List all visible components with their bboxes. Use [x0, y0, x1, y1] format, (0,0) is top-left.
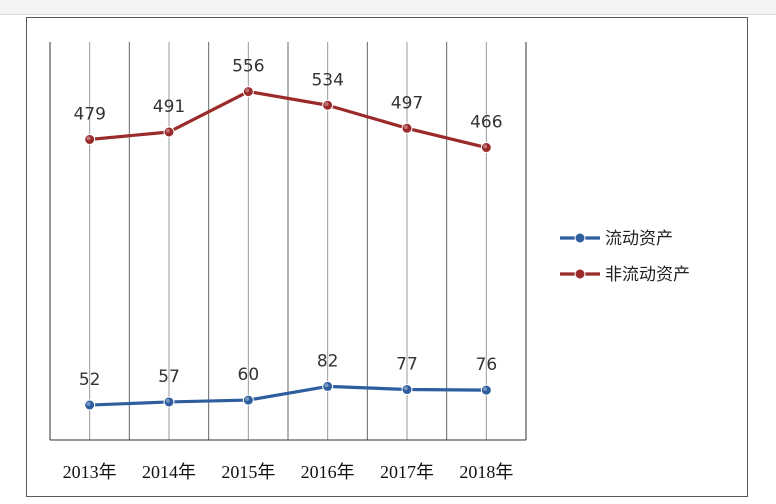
data-point [322, 380, 334, 392]
data-label: 82 [317, 351, 339, 371]
data-label: 491 [153, 97, 185, 117]
data-label: 479 [73, 104, 105, 124]
legend-label: 非流动资产 [605, 265, 690, 285]
data-point-highlight [245, 88, 250, 93]
series-line-1 [89, 89, 487, 150]
data-point [480, 142, 492, 154]
legend-marker [574, 232, 586, 244]
data-point-highlight [483, 386, 488, 391]
x-tick-label: 2016年 [301, 462, 355, 482]
data-label: 556 [232, 57, 264, 77]
x-tick-label: 2014年 [142, 462, 196, 482]
x-tick-labels: 2013年 2014年 2015年 2016年 2017年 2018年 [63, 462, 514, 482]
data-point-highlight [324, 383, 329, 388]
data-label: 534 [311, 70, 343, 90]
data-label: 497 [391, 93, 423, 113]
data-point-highlight [165, 128, 170, 133]
data-point [163, 396, 175, 408]
data-point [163, 126, 175, 138]
data-label: 60 [238, 365, 260, 385]
data-label: 466 [470, 113, 502, 133]
data-point-highlight [165, 398, 170, 403]
data-point [401, 122, 413, 134]
data-label: 52 [79, 370, 101, 390]
data-point-highlight [245, 396, 250, 401]
data-point-highlight [86, 136, 91, 141]
legend-marker [574, 268, 586, 280]
series-layer: 52 57 60 82 77 76 479 491 556 534 497 466 [73, 57, 503, 411]
x-tick-label: 2018年 [459, 462, 513, 482]
data-point [84, 399, 96, 411]
data-point-highlight [483, 144, 488, 149]
chart-frame [26, 17, 748, 497]
data-point [242, 394, 254, 406]
data-label: 57 [158, 367, 180, 387]
data-point [242, 86, 254, 98]
data-label: 76 [476, 355, 498, 375]
grid-layer [89, 42, 487, 440]
data-point-highlight [403, 386, 408, 391]
legend-label: 流动资产 [605, 229, 673, 249]
axis-layer [49, 42, 527, 441]
x-tick-label: 2017年 [380, 462, 434, 482]
data-point [401, 384, 413, 396]
window-top-strip [0, 0, 776, 15]
data-point-highlight [403, 125, 408, 130]
x-tick-label: 2015年 [221, 462, 275, 482]
x-tick-label: 2013年 [63, 462, 117, 482]
data-point [322, 99, 334, 111]
data-point [480, 384, 492, 396]
data-point-highlight [86, 401, 91, 406]
data-point [84, 133, 96, 145]
series-line-0 [89, 384, 487, 407]
data-point-highlight [324, 102, 329, 107]
data-label: 77 [396, 355, 418, 375]
